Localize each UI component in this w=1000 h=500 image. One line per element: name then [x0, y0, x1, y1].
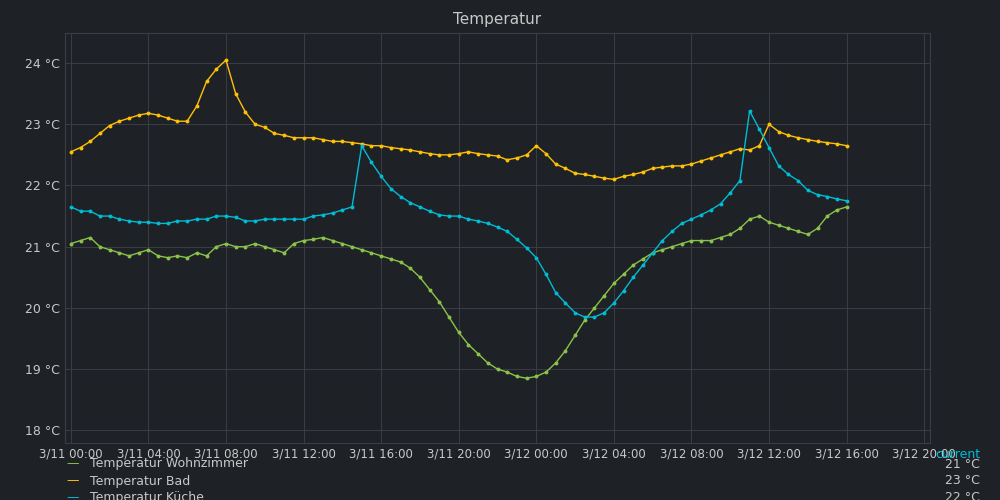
Text: —: — — [67, 491, 79, 500]
Title: Temperatur: Temperatur — [453, 12, 542, 27]
Text: —: — — [67, 458, 79, 470]
Text: Temperatur Wohnzimmer: Temperatur Wohnzimmer — [90, 458, 248, 470]
Text: current: current — [935, 448, 980, 460]
Text: 22 °C: 22 °C — [945, 491, 980, 500]
Text: —: — — [67, 474, 79, 488]
Text: Temperatur Küche: Temperatur Küche — [90, 491, 204, 500]
Text: 23 °C: 23 °C — [945, 474, 980, 488]
Text: Temperatur Bad: Temperatur Bad — [90, 474, 190, 488]
Text: 21 °C: 21 °C — [945, 458, 980, 470]
